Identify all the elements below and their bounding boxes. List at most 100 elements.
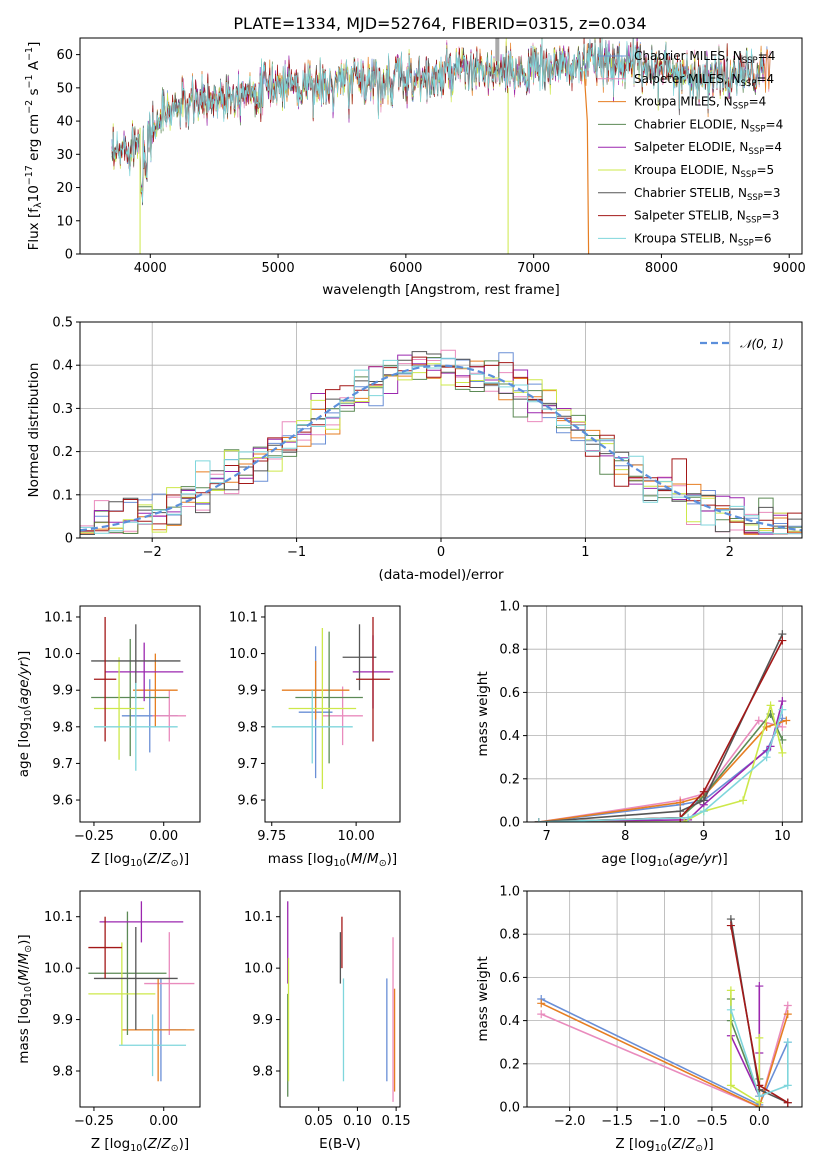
weight-series (534, 714, 787, 822)
x-tick-label: −0.5 (696, 1114, 728, 1129)
x-tick-label: 0.10 (343, 1114, 372, 1129)
y-tick-label: 0.4 (499, 729, 520, 744)
error-bar-point (281, 660, 350, 720)
x-tick-label: −2 (143, 545, 162, 560)
legend-label: Kroupa ELODIE, NSSP=5 (634, 163, 774, 180)
y-tick-label: 9.8 (237, 720, 258, 735)
axes-frame (279, 890, 401, 1108)
weight-marker (726, 1081, 735, 1090)
y-axis-label: mass [log10(M/M⊙)] (16, 934, 34, 1063)
y-tick-label: 0.0 (499, 816, 520, 831)
x-axis-label: age [log10(age/yr)] (601, 851, 727, 869)
chart-mass-weight-vs-age: 7 8 9 10 0.0 0.2 0.4 0.6 0.8 1.0 age [log10(age/yr… (475, 600, 803, 869)
error-bar-point (322, 686, 363, 746)
x-tick-label: 5000 (262, 261, 295, 276)
x-tick-label: 9000 (773, 261, 806, 276)
y-tick-label: 10.1 (229, 610, 258, 625)
weight-marker (778, 722, 787, 731)
x-tick-label: 4000 (134, 261, 167, 276)
y-tick-label: 0.6 (499, 686, 520, 701)
weight-marker (534, 818, 543, 822)
y-tick-label: 50 (56, 81, 73, 96)
error-bar-point (119, 1014, 187, 1077)
weight-marker (762, 753, 771, 762)
legend-label: 𝒩(0, 1) (740, 337, 784, 351)
spectrum-dropout (583, 71, 590, 254)
x-tick-label: 0.15 (382, 1114, 411, 1129)
y-tick-label: 0.4 (52, 359, 73, 374)
y-tick-label: 9.7 (52, 757, 73, 772)
x-axis-label: Z [log10(Z/Z⊙)] (91, 1136, 189, 1154)
plot-area (287, 901, 396, 1102)
x-tick-label: 0.0 (749, 1114, 770, 1129)
x-tick-label: 0 (437, 545, 445, 560)
weight-marker (739, 796, 748, 805)
y-tick-label: 9.6 (52, 794, 73, 809)
x-tick-label: 1 (581, 545, 589, 560)
error-bar-point (133, 653, 178, 727)
plot-area (88, 901, 195, 1082)
y-tick-label: 20 (56, 181, 73, 196)
y-tick-label: 0.1 (52, 488, 73, 503)
error-bar-point (91, 638, 170, 757)
histogram-step (80, 357, 802, 535)
x-tick-label: 0.00 (149, 1114, 178, 1129)
plot-area (91, 616, 187, 771)
weight-series (534, 716, 787, 822)
error-bar-point (99, 901, 184, 943)
plot-area (527, 891, 802, 1107)
x-axis-label: mass [log10(M/M⊙)] (268, 851, 397, 869)
legend-label: Salpeter ELODIE, NSSP=4 (634, 140, 782, 157)
error-bar-point (121, 978, 195, 1082)
error-bar-point (271, 690, 353, 764)
spectrum-line (111, 38, 765, 203)
weight-marker (783, 1038, 792, 1047)
axes-frame (526, 605, 803, 823)
weight-series (534, 630, 787, 822)
error-bar-point (105, 642, 184, 702)
weight-marker (755, 1033, 764, 1042)
x-tick-label: 7 (543, 829, 551, 844)
x-tick-label: 6000 (389, 261, 422, 276)
y-tick-label: 0 (65, 532, 73, 547)
x-axis-label: (data-model)/error (378, 567, 504, 583)
x-tick-label: 10 (774, 829, 791, 844)
y-tick-label: 0.8 (499, 928, 520, 943)
weight-marker (684, 813, 693, 822)
weight-marker (699, 807, 708, 816)
x-tick-label: 8000 (645, 261, 678, 276)
error-bar-point (144, 932, 195, 1035)
x-tick-label: 9.75 (257, 829, 286, 844)
y-tick-label: 9.6 (237, 794, 258, 809)
axes-frame (264, 605, 401, 823)
y-tick-label: 10.0 (44, 962, 73, 977)
figure-title: PLATE=1334, MJD=52764, FIBERID=0315, z=0… (233, 14, 646, 33)
chart-mass-vs-EBV: 0.05 0.10 0.15 9.8 9.9 10.0 10.1 E(B-V) (244, 890, 411, 1152)
y-tick-label: 30 (56, 148, 73, 163)
error-bar-point (88, 916, 122, 979)
x-tick-label: −2.0 (554, 1114, 586, 1129)
y-axis-label: age [log10(age/yr)] (16, 651, 34, 777)
weight-marker (755, 982, 764, 991)
weight-series (534, 636, 787, 822)
weight-marker (755, 1081, 764, 1090)
error-bar-point (88, 911, 167, 1035)
axes-frame (79, 37, 803, 255)
y-tick-label: 0.3 (52, 402, 73, 417)
x-tick-label: −1.0 (649, 1114, 681, 1129)
x-axis-label: E(B-V) (319, 1136, 361, 1152)
x-tick-label: −0.25 (74, 829, 114, 844)
legend: 𝒩(0, 1) (700, 337, 784, 351)
x-axis-label: Z [log10(Z/Z⊙)] (615, 1136, 713, 1154)
plot-area (80, 322, 802, 538)
x-tick-label: 2 (726, 545, 734, 560)
weight-marker (699, 787, 708, 796)
y-tick-label: 9.8 (52, 720, 73, 735)
legend-label: Chabrier ELODIE, NSSP=4 (634, 117, 783, 134)
y-tick-label: 10 (56, 214, 73, 229)
weight-marker (726, 986, 735, 995)
error-bar-point (93, 657, 145, 760)
plot-area (527, 606, 802, 822)
legend-label: Kroupa STELIB, NSSP=6 (634, 231, 772, 248)
